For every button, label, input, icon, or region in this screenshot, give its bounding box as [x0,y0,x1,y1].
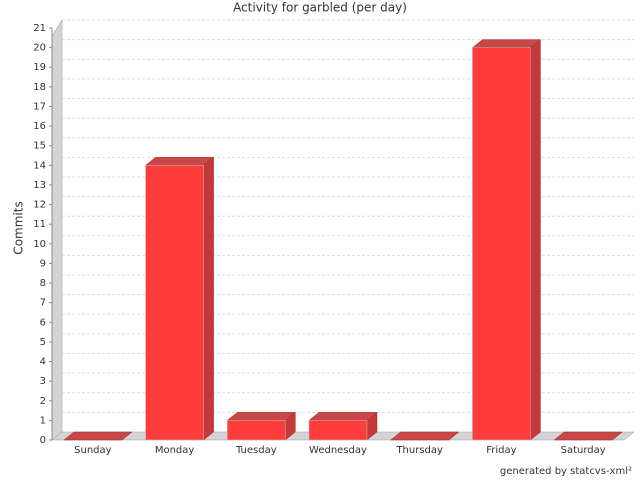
x-tick-label: Wednesday [309,445,367,456]
bar-top [226,412,296,421]
side-wall [51,19,63,441]
y-axis-label: Commits [12,201,26,254]
bar [308,420,368,441]
y-tick-label: 20 [33,43,46,54]
footer: generated by statcvs-xml² [500,466,632,477]
bar-side [530,39,541,441]
y-tick-label: 11 [33,219,46,230]
y-tick-label: 15 [33,141,46,152]
bar [227,420,286,441]
y-tick-label: 0 [40,435,46,446]
bar-top [471,39,542,48]
bar-top [144,157,215,166]
y-tick-label: 9 [40,258,46,269]
y-tick-label: 18 [33,82,46,93]
y-tick-label: 5 [40,337,46,348]
y-tick-label: 1 [40,415,46,426]
y-tick-label: 6 [40,317,46,328]
x-tick-label: Thursday [395,445,443,456]
bar-top [63,431,133,441]
bar-top [308,412,378,421]
x-tick-label: Friday [486,445,516,456]
y-tick-label: 2 [40,396,46,407]
x-tick-label: Saturday [561,445,606,456]
y-tick-label: 8 [40,278,46,289]
y-tick-label: 17 [33,101,46,112]
y-tick-label: 3 [40,376,46,387]
bar [145,165,204,441]
y-tick-label: 16 [33,121,46,132]
y-tick-label: 21 [33,23,46,34]
y-tick-label: 13 [33,180,46,191]
bar-top [553,431,623,441]
x-tick-label: Tuesday [235,445,277,456]
x-tick-label: Monday [155,445,195,456]
y-tick-label: 4 [40,357,46,368]
y-tick-label: 10 [33,239,46,250]
y-tick-label: 14 [33,160,46,171]
y-tick-label: 12 [33,200,46,211]
y-tick-label: 7 [40,298,46,309]
y-tick-label: 19 [33,62,46,73]
bar [472,47,531,441]
chart-title: Activity for garbled (per day) [233,1,407,15]
x-tick-label: Sunday [74,445,111,456]
bar-side [203,156,214,441]
bar-top [390,431,460,441]
